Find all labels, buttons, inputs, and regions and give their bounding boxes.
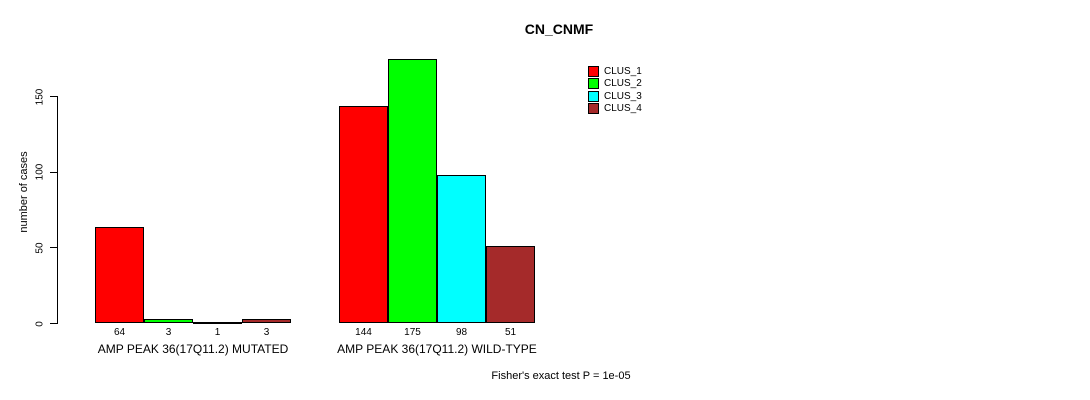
bar-value-label: 64 — [113, 327, 126, 338]
y-tick-label: 50 — [34, 242, 46, 254]
bar-value-label: 3 — [165, 327, 172, 338]
bar-clus_3 — [193, 321, 242, 324]
y-tick-label: 0 — [34, 320, 46, 327]
legend-swatch-icon — [588, 103, 599, 115]
legend-swatch-icon — [588, 65, 599, 77]
bar-value-label: 98 — [455, 327, 468, 338]
legend-row: CLUS_1 — [588, 65, 642, 78]
legend-row: CLUS_3 — [588, 90, 642, 103]
legend-swatch-icon — [588, 90, 599, 102]
bar-clus_4 — [242, 318, 291, 324]
group-axis-label: AMP PEAK 36(17Q11.2) WILD-TYPE — [337, 342, 537, 356]
legend-swatch-icon — [588, 78, 599, 90]
bar-value-label: 144 — [355, 327, 372, 338]
y-axis-line — [57, 96, 58, 324]
bar-clus_2 — [388, 58, 437, 324]
legend-row: CLUS_2 — [588, 78, 642, 91]
bar-clus_1 — [339, 105, 388, 324]
y-tick-mark — [50, 247, 57, 249]
legend-row: CLUS_4 — [588, 103, 642, 116]
group-axis-label: AMP PEAK 36(17Q11.2) MUTATED — [97, 342, 289, 356]
bar-clus_4 — [486, 246, 535, 324]
legend-label: CLUS_3 — [604, 90, 642, 102]
bar-clus_1 — [95, 226, 144, 324]
bar-clus_3 — [437, 175, 486, 324]
chart-legend: CLUS_1 CLUS_2 CLUS_3 CLUS_4 — [588, 65, 642, 115]
chart-title: CN_CNMF — [524, 21, 594, 37]
y-tick-label: 150 — [34, 88, 46, 105]
legend-label: CLUS_2 — [604, 78, 642, 90]
bar-clus_2 — [144, 318, 193, 324]
bar-value-label: 3 — [263, 327, 270, 338]
fisher-test-annotation: Fisher's exact test P = 1e-05 — [491, 370, 631, 382]
legend-label: CLUS_4 — [604, 103, 642, 115]
y-axis-label: number of cases — [18, 151, 30, 233]
y-tick-mark — [50, 323, 57, 324]
bar-value-label: 51 — [504, 327, 517, 338]
bar-value-label: 1 — [214, 327, 221, 338]
y-tick-label: 100 — [34, 163, 46, 181]
y-tick-mark — [50, 171, 57, 173]
y-tick-mark — [50, 96, 57, 97]
legend-label: CLUS_1 — [604, 65, 642, 77]
bar-value-label: 175 — [404, 327, 421, 338]
